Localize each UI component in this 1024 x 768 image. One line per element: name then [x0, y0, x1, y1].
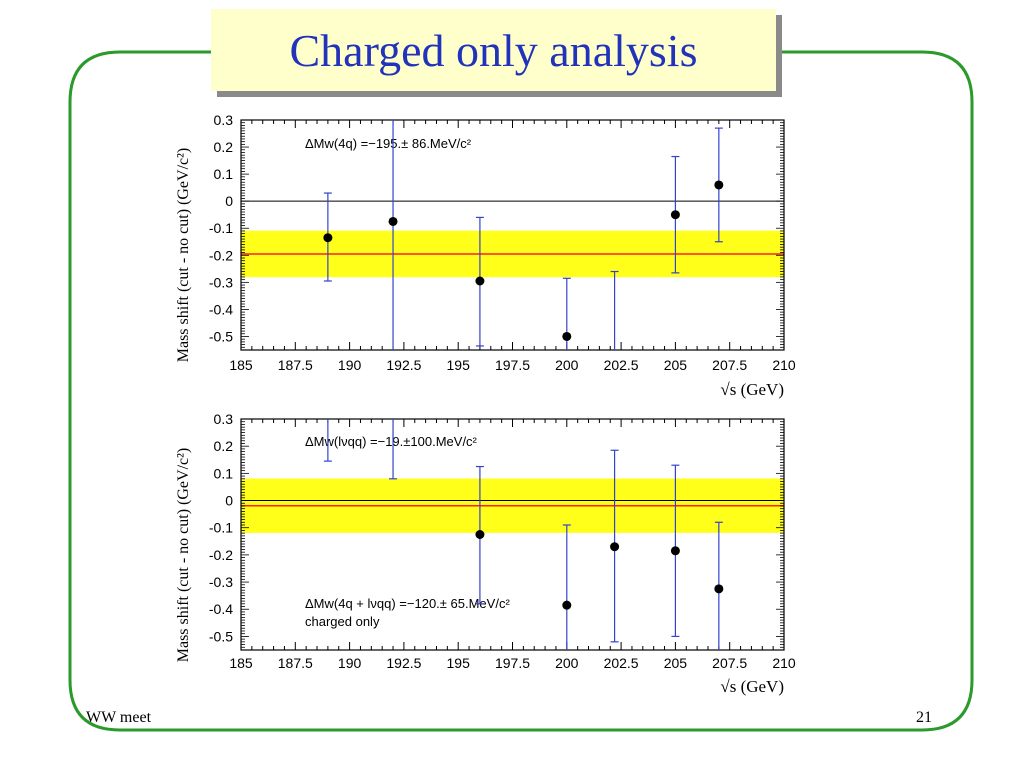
- y-tick-label: 0.1: [214, 465, 234, 481]
- annotation-text: ΔMw(4q + lνqq) =−120.± 65.MeV/c²: [305, 596, 510, 611]
- x-tick-label: 192.5: [386, 357, 421, 373]
- y-tick-label: 0.1: [214, 166, 234, 182]
- data-point: [670, 210, 680, 220]
- annotation-text: ΔMw(lνqq) =−19.±100.MeV/c²: [305, 434, 478, 449]
- x-tick-label: 200: [555, 655, 579, 671]
- y-tick-label: -0.4: [209, 601, 233, 617]
- y-tick-label: 0.3: [214, 112, 234, 128]
- x-tick-label: 200: [555, 357, 579, 373]
- y-tick-label: 0: [225, 193, 233, 209]
- data-point: [670, 546, 680, 556]
- x-tick-label: 190: [338, 655, 362, 671]
- y-tick-label: 0.3: [214, 411, 234, 427]
- data-point: [562, 600, 572, 610]
- x-tick-label: 197.5: [495, 357, 530, 373]
- page-number: 21: [916, 709, 932, 726]
- title-box: Charged only analysis: [211, 9, 776, 91]
- y-tick-label: 0: [225, 493, 233, 509]
- x-tick-label: 210: [772, 655, 796, 671]
- data-point: [475, 276, 485, 286]
- data-point: [562, 331, 572, 341]
- x-tick-label: 192.5: [386, 655, 421, 671]
- x-tick-label: 207.5: [712, 655, 747, 671]
- x-tick-label: 187.5: [278, 357, 313, 373]
- annotation-text: charged only: [305, 614, 380, 629]
- y-axis-label: Mass shift (cut - no cut) (GeV/c²): [175, 148, 192, 363]
- x-tick-label: 205: [664, 655, 688, 671]
- x-tick-label: 197.5: [495, 655, 530, 671]
- x-tick-label: 210: [772, 357, 796, 373]
- x-axis-label: √s (GeV): [720, 677, 784, 696]
- data-point: [388, 216, 398, 226]
- y-tick-label: -0.1: [209, 520, 233, 536]
- x-tick-label: 195: [447, 357, 471, 373]
- y-tick-label: -0.5: [209, 628, 233, 644]
- data-point: [714, 584, 724, 594]
- y-tick-label: -0.2: [209, 247, 233, 263]
- x-tick-label: 187.5: [278, 655, 313, 671]
- x-tick-label: 202.5: [604, 655, 639, 671]
- y-tick-label: 0.2: [214, 139, 234, 155]
- y-tick-label: 0.2: [214, 438, 234, 454]
- x-tick-label: 202.5: [604, 357, 639, 373]
- frame-border: [68, 50, 974, 732]
- x-axis-label: √s (GeV): [720, 380, 784, 399]
- data-point: [323, 233, 333, 243]
- x-tick-label: 207.5: [712, 357, 747, 373]
- y-tick-label: -0.2: [209, 547, 233, 563]
- x-tick-label: 185: [229, 357, 253, 373]
- x-tick-label: 185: [229, 655, 253, 671]
- footer-text: WW meet: [86, 709, 152, 726]
- data-point: [714, 180, 724, 190]
- data-point: [610, 542, 620, 552]
- x-tick-label: 195: [447, 655, 471, 671]
- slide-title: Charged only analysis: [289, 24, 698, 76]
- y-tick-label: -0.4: [209, 301, 233, 317]
- y-tick-label: -0.1: [209, 220, 233, 236]
- y-tick-label: -0.3: [209, 574, 233, 590]
- x-tick-label: 190: [338, 357, 362, 373]
- y-axis-label: Mass shift (cut - no cut) (GeV/c²): [175, 448, 192, 663]
- annotation-text: ΔMw(4q) =−195.± 86.MeV/c²: [305, 136, 472, 151]
- y-tick-label: -0.3: [209, 274, 233, 290]
- y-tick-label: -0.5: [209, 328, 233, 344]
- x-tick-label: 205: [664, 357, 688, 373]
- data-point: [475, 530, 485, 539]
